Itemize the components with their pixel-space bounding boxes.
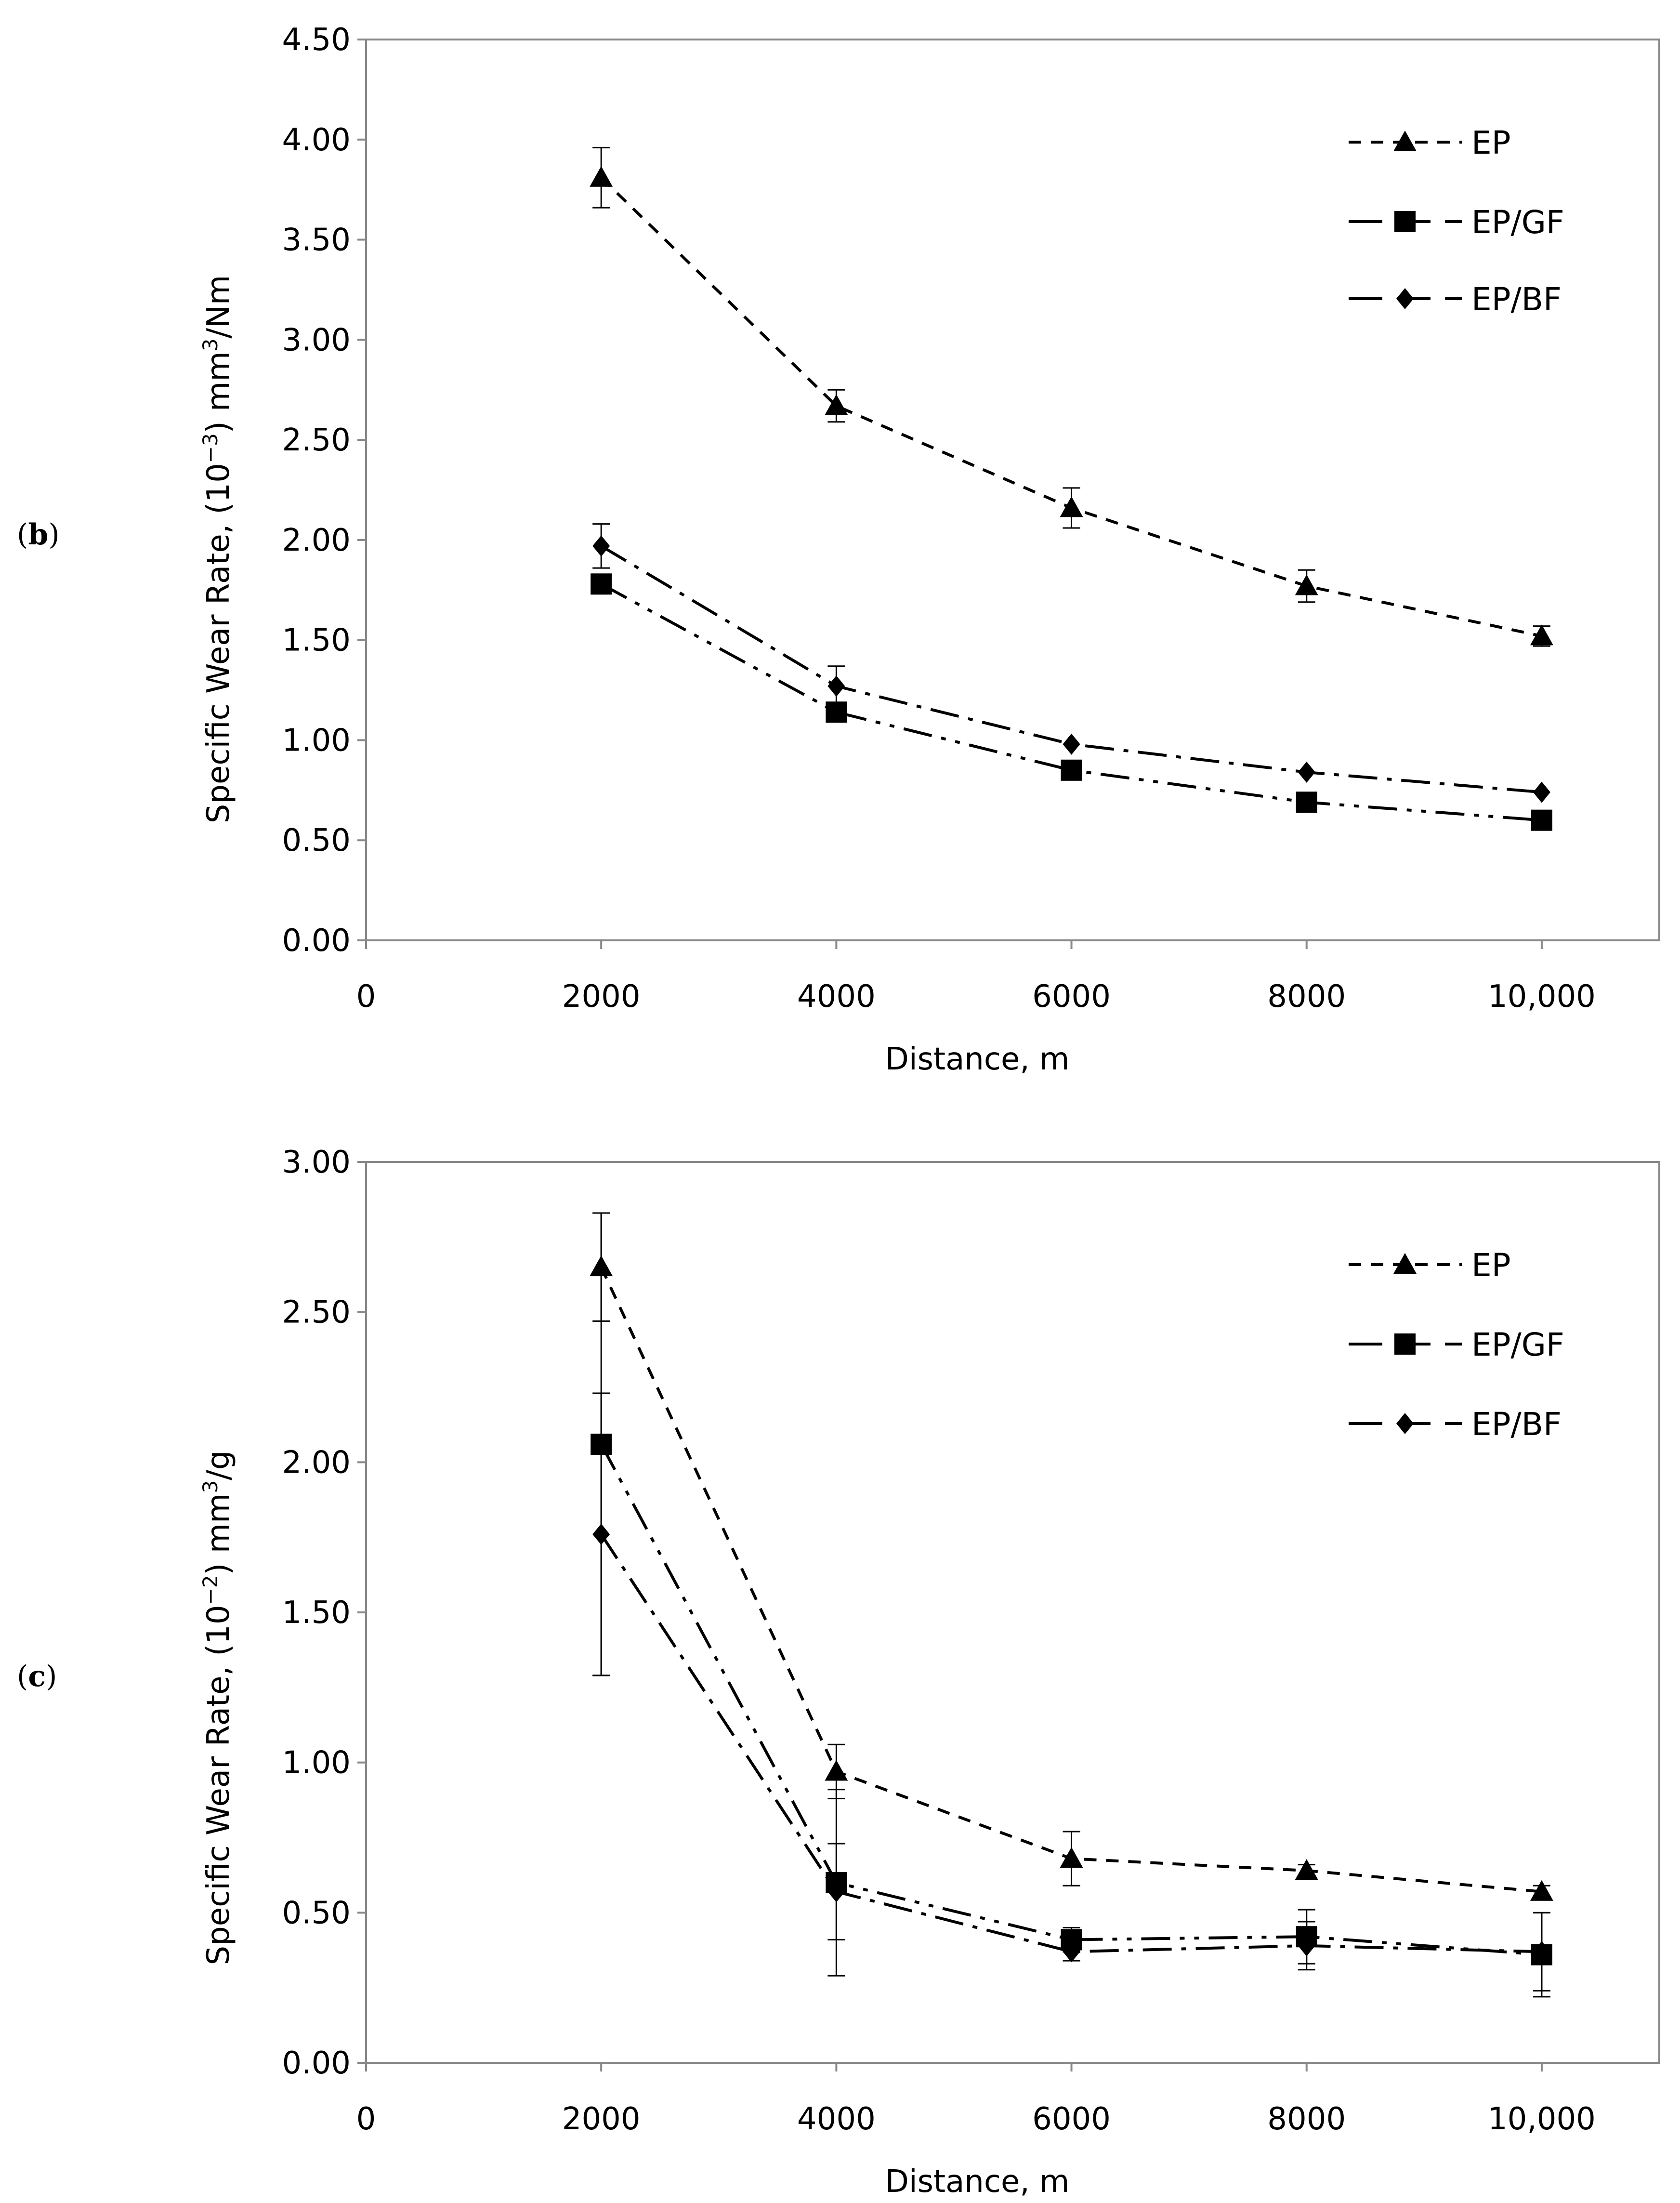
y-tick-label: 3.50 — [282, 223, 351, 258]
point-ep — [1060, 1847, 1083, 1868]
x-axis-title-c: Distance, m — [885, 2164, 1070, 2200]
point-ep-bf — [1063, 1941, 1080, 1963]
x-tick-label: 4000 — [797, 2101, 876, 2137]
point-ep — [1295, 574, 1318, 595]
y-tick-label: 0.50 — [282, 1895, 351, 1931]
point-ep-bf — [592, 535, 610, 557]
point-ep-bf — [1533, 1941, 1550, 1963]
legend-label-ep-bf: EP/BF — [1471, 1406, 1562, 1443]
point-ep-bf — [1533, 781, 1550, 803]
x-axis-title-b: Distance, m — [885, 1042, 1070, 1077]
y-tick-label: 0.50 — [282, 823, 351, 858]
legend-marker-ep-gf — [1394, 211, 1416, 232]
panel-label-c: (c) — [17, 1660, 57, 1693]
y-tick-label: 1.50 — [282, 1595, 351, 1631]
y-tick-label: 4.50 — [282, 22, 351, 58]
x-tick-label: 8000 — [1267, 979, 1346, 1015]
point-ep-bf — [1063, 733, 1080, 755]
point-ep — [1530, 624, 1553, 646]
point-ep-gf — [1531, 809, 1552, 831]
series-line-ep-gf — [600, 1443, 1542, 1956]
legend-label-ep-bf: EP/BF — [1471, 281, 1562, 318]
x-tick-label: 2000 — [562, 2101, 641, 2137]
y-tick-label: 2.00 — [282, 1445, 351, 1480]
series-line-ep-gf — [600, 582, 1542, 822]
legend-label-ep-gf: EP/GF — [1471, 1326, 1564, 1363]
legend-marker-ep — [1393, 131, 1417, 151]
point-ep-bf — [592, 1523, 610, 1545]
point-ep — [1530, 1880, 1553, 1901]
legend-marker-ep — [1393, 1253, 1417, 1274]
y-axis-title-c: Specific Wear Rate, (10−2) mm3/g — [198, 1451, 237, 1966]
x-tick-label: 2000 — [562, 979, 641, 1015]
x-tick-label: 10,000 — [1488, 2101, 1596, 2137]
x-tick-label: 10,000 — [1488, 979, 1596, 1015]
panel-label-b: (b) — [17, 518, 60, 552]
y-tick-label: 2.50 — [282, 1295, 351, 1331]
x-tick-label: 4000 — [797, 979, 876, 1015]
y-tick-label: 3.00 — [282, 322, 351, 358]
legend-label-ep-gf: EP/GF — [1471, 204, 1564, 241]
y-axis-title-b: Specific Wear Rate, (10−3) mm3/Nm — [198, 275, 237, 824]
point-ep-gf — [591, 573, 612, 595]
x-tick-label: 8000 — [1267, 2101, 1346, 2137]
y-tick-label: 0.00 — [282, 2045, 351, 2081]
y-tick-label: 0.00 — [282, 923, 351, 959]
x-tick-label: 6000 — [1032, 2101, 1111, 2137]
legend-marker-ep-bf — [1396, 1413, 1414, 1434]
chart-panel-c: (c) 0.00 0.50 1.00 1.50 2.00 2.50 3.00 0 2000 400… — [17, 1145, 1660, 2200]
point-ep — [825, 394, 848, 415]
point-ep — [825, 1760, 848, 1781]
y-tick-label: 3.00 — [282, 1145, 351, 1180]
chart-panel-b: (b) 0.00 0.50 1.00 1.50 2.00 2.50 3.00 3.50 4.00… — [17, 22, 1660, 1077]
y-tick-label: 4.00 — [282, 122, 351, 158]
point-ep-bf — [1298, 761, 1315, 783]
y-tick-label: 2.50 — [282, 422, 351, 458]
y-tick-label: 1.00 — [282, 1745, 351, 1781]
point-ep-gf — [1061, 759, 1082, 781]
legend-label-ep: EP — [1471, 1247, 1511, 1284]
point-ep — [1060, 496, 1083, 517]
point-ep — [590, 166, 613, 187]
x-tick-label: 6000 — [1032, 979, 1111, 1015]
legend-label-ep: EP — [1471, 124, 1511, 161]
y-tick-label: 1.50 — [282, 623, 351, 659]
point-ep-gf — [1296, 791, 1317, 813]
x-tick-label: 0 — [356, 2101, 376, 2137]
point-ep — [1295, 1859, 1318, 1880]
series-line-ep-bf — [600, 1533, 1542, 1953]
x-tick-label: 0 — [356, 979, 376, 1015]
point-ep-bf — [1298, 1935, 1315, 1956]
y-tick-label: 1.00 — [282, 723, 351, 758]
y-tick-label: 2.00 — [282, 523, 351, 558]
legend-marker-ep-gf — [1394, 1333, 1416, 1355]
point-ep-bf — [827, 1881, 845, 1902]
legend-marker-ep-bf — [1396, 288, 1414, 309]
point-ep-bf — [827, 675, 845, 697]
